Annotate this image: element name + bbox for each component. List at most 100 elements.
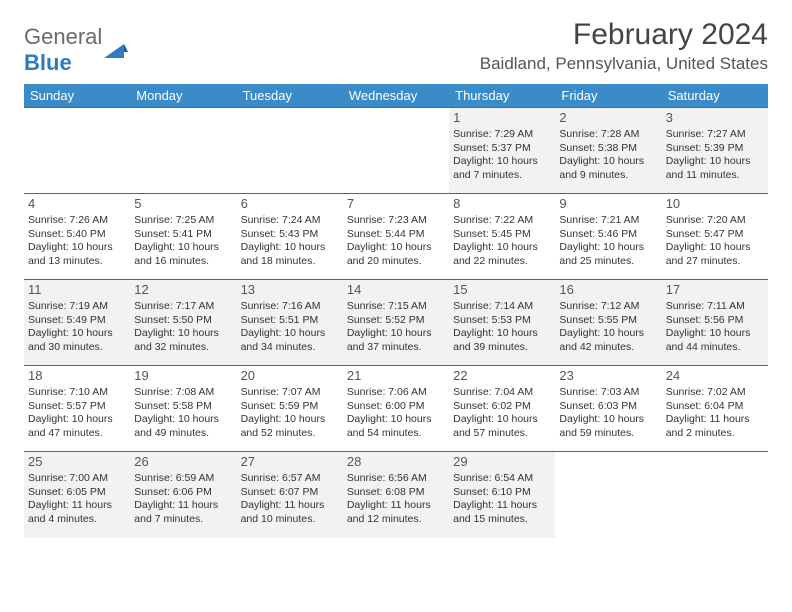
- day-number: 16: [559, 282, 657, 299]
- calendar-cell: [237, 108, 343, 194]
- daylight-line: Daylight: 10 hours and 54 minutes.: [347, 413, 445, 440]
- day-number: 20: [241, 368, 339, 385]
- sunset-line: Sunset: 6:03 PM: [559, 400, 657, 414]
- daylight-line: Daylight: 10 hours and 13 minutes.: [28, 241, 126, 268]
- location: Baidland, Pennsylvania, United States: [480, 54, 768, 74]
- daylight-line: Daylight: 10 hours and 18 minutes.: [241, 241, 339, 268]
- day-number: 2: [559, 110, 657, 127]
- sunset-line: Sunset: 6:10 PM: [453, 486, 551, 500]
- sunrise-line: Sunrise: 7:27 AM: [666, 128, 764, 142]
- day-header: Monday: [130, 84, 236, 108]
- sunset-line: Sunset: 5:56 PM: [666, 314, 764, 328]
- sunrise-line: Sunrise: 7:26 AM: [28, 214, 126, 228]
- calendar-cell: 19Sunrise: 7:08 AMSunset: 5:58 PMDayligh…: [130, 366, 236, 452]
- sunrise-line: Sunrise: 7:02 AM: [666, 386, 764, 400]
- title-block: February 2024 Baidland, Pennsylvania, Un…: [480, 18, 768, 74]
- calendar-week: 25Sunrise: 7:00 AMSunset: 6:05 PMDayligh…: [24, 452, 768, 538]
- day-number: 29: [453, 454, 551, 471]
- day-number: 19: [134, 368, 232, 385]
- sunset-line: Sunset: 5:45 PM: [453, 228, 551, 242]
- day-number: 5: [134, 196, 232, 213]
- sunrise-line: Sunrise: 7:22 AM: [453, 214, 551, 228]
- sunrise-line: Sunrise: 7:10 AM: [28, 386, 126, 400]
- logo-text-blue: Blue: [24, 50, 72, 75]
- sunset-line: Sunset: 6:02 PM: [453, 400, 551, 414]
- calendar-cell: [555, 452, 661, 538]
- day-header: Tuesday: [237, 84, 343, 108]
- daylight-line: Daylight: 11 hours and 7 minutes.: [134, 499, 232, 526]
- calendar-cell: 7Sunrise: 7:23 AMSunset: 5:44 PMDaylight…: [343, 194, 449, 280]
- day-number: 11: [28, 282, 126, 299]
- day-number: 9: [559, 196, 657, 213]
- sunrise-line: Sunrise: 7:17 AM: [134, 300, 232, 314]
- sunrise-line: Sunrise: 7:28 AM: [559, 128, 657, 142]
- day-header: Wednesday: [343, 84, 449, 108]
- sunrise-line: Sunrise: 6:57 AM: [241, 472, 339, 486]
- sunrise-line: Sunrise: 7:20 AM: [666, 214, 764, 228]
- sunset-line: Sunset: 5:52 PM: [347, 314, 445, 328]
- sunrise-line: Sunrise: 6:59 AM: [134, 472, 232, 486]
- daylight-line: Daylight: 10 hours and 27 minutes.: [666, 241, 764, 268]
- day-number: 14: [347, 282, 445, 299]
- sunrise-line: Sunrise: 7:23 AM: [347, 214, 445, 228]
- sunrise-line: Sunrise: 7:19 AM: [28, 300, 126, 314]
- daylight-line: Daylight: 10 hours and 39 minutes.: [453, 327, 551, 354]
- daylight-line: Daylight: 10 hours and 30 minutes.: [28, 327, 126, 354]
- sunset-line: Sunset: 5:40 PM: [28, 228, 126, 242]
- calendar-cell: 24Sunrise: 7:02 AMSunset: 6:04 PMDayligh…: [662, 366, 768, 452]
- daylight-line: Daylight: 10 hours and 49 minutes.: [134, 413, 232, 440]
- calendar-cell: 20Sunrise: 7:07 AMSunset: 5:59 PMDayligh…: [237, 366, 343, 452]
- sunset-line: Sunset: 5:39 PM: [666, 142, 764, 156]
- calendar-cell: [662, 452, 768, 538]
- day-number: 17: [666, 282, 764, 299]
- calendar-cell: 10Sunrise: 7:20 AMSunset: 5:47 PMDayligh…: [662, 194, 768, 280]
- day-number: 22: [453, 368, 551, 385]
- sail-icon: [104, 42, 128, 58]
- logo: General Blue: [24, 24, 128, 76]
- daylight-line: Daylight: 10 hours and 52 minutes.: [241, 413, 339, 440]
- day-number: 12: [134, 282, 232, 299]
- calendar-cell: 2Sunrise: 7:28 AMSunset: 5:38 PMDaylight…: [555, 108, 661, 194]
- sunset-line: Sunset: 5:55 PM: [559, 314, 657, 328]
- day-header: Thursday: [449, 84, 555, 108]
- day-number: 13: [241, 282, 339, 299]
- calendar-week: 11Sunrise: 7:19 AMSunset: 5:49 PMDayligh…: [24, 280, 768, 366]
- calendar-cell: 18Sunrise: 7:10 AMSunset: 5:57 PMDayligh…: [24, 366, 130, 452]
- day-number: 25: [28, 454, 126, 471]
- day-number: 18: [28, 368, 126, 385]
- sunset-line: Sunset: 6:06 PM: [134, 486, 232, 500]
- day-number: 21: [347, 368, 445, 385]
- sunset-line: Sunset: 5:37 PM: [453, 142, 551, 156]
- calendar-cell: 15Sunrise: 7:14 AMSunset: 5:53 PMDayligh…: [449, 280, 555, 366]
- daylight-line: Daylight: 10 hours and 11 minutes.: [666, 155, 764, 182]
- sunrise-line: Sunrise: 7:29 AM: [453, 128, 551, 142]
- sunset-line: Sunset: 5:51 PM: [241, 314, 339, 328]
- calendar-week: 1Sunrise: 7:29 AMSunset: 5:37 PMDaylight…: [24, 108, 768, 194]
- daylight-line: Daylight: 10 hours and 59 minutes.: [559, 413, 657, 440]
- calendar-cell: 27Sunrise: 6:57 AMSunset: 6:07 PMDayligh…: [237, 452, 343, 538]
- sunrise-line: Sunrise: 7:25 AM: [134, 214, 232, 228]
- daylight-line: Daylight: 10 hours and 44 minutes.: [666, 327, 764, 354]
- sunrise-line: Sunrise: 6:54 AM: [453, 472, 551, 486]
- month-title: February 2024: [480, 18, 768, 52]
- header: General Blue February 2024 Baidland, Pen…: [24, 18, 768, 76]
- calendar-body: 1Sunrise: 7:29 AMSunset: 5:37 PMDaylight…: [24, 108, 768, 538]
- sunset-line: Sunset: 5:50 PM: [134, 314, 232, 328]
- calendar-cell: [24, 108, 130, 194]
- sunrise-line: Sunrise: 7:06 AM: [347, 386, 445, 400]
- calendar-cell: 16Sunrise: 7:12 AMSunset: 5:55 PMDayligh…: [555, 280, 661, 366]
- calendar-cell: 29Sunrise: 6:54 AMSunset: 6:10 PMDayligh…: [449, 452, 555, 538]
- sunrise-line: Sunrise: 7:15 AM: [347, 300, 445, 314]
- sunset-line: Sunset: 5:47 PM: [666, 228, 764, 242]
- calendar-cell: [343, 108, 449, 194]
- calendar-page: General Blue February 2024 Baidland, Pen…: [0, 0, 792, 538]
- calendar-week: 4Sunrise: 7:26 AMSunset: 5:40 PMDaylight…: [24, 194, 768, 280]
- daylight-line: Daylight: 11 hours and 12 minutes.: [347, 499, 445, 526]
- sunrise-line: Sunrise: 7:12 AM: [559, 300, 657, 314]
- calendar-cell: 6Sunrise: 7:24 AMSunset: 5:43 PMDaylight…: [237, 194, 343, 280]
- sunset-line: Sunset: 5:38 PM: [559, 142, 657, 156]
- day-number: 10: [666, 196, 764, 213]
- calendar-cell: 22Sunrise: 7:04 AMSunset: 6:02 PMDayligh…: [449, 366, 555, 452]
- daylight-line: Daylight: 10 hours and 9 minutes.: [559, 155, 657, 182]
- daylight-line: Daylight: 10 hours and 25 minutes.: [559, 241, 657, 268]
